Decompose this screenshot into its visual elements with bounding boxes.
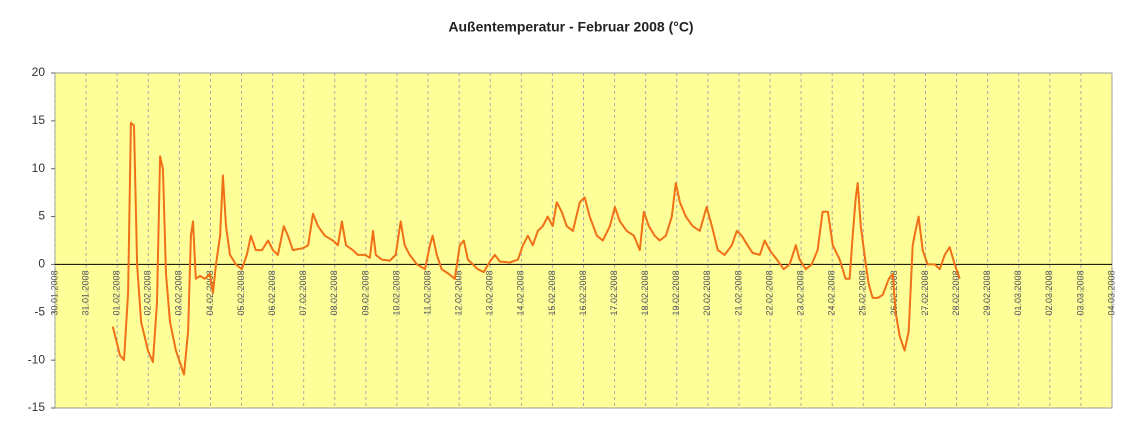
y-tick-label: 5 bbox=[38, 209, 45, 223]
x-tick-label: 09.02.2008 bbox=[360, 270, 370, 315]
x-tick-label: 14.02.2008 bbox=[516, 270, 526, 315]
x-tick-label: 01.03.2008 bbox=[1013, 270, 1023, 315]
x-tick-label: 31.01.2008 bbox=[80, 270, 90, 315]
temperature-line bbox=[111, 121, 961, 376]
x-tick-label: 11.02.2008 bbox=[422, 270, 432, 314]
x-tick-label: 19.02.2008 bbox=[671, 270, 681, 315]
chart-title: Außentemperatur - Februar 2008 (°C) bbox=[448, 19, 693, 35]
x-tick-label: 04.03.2008 bbox=[1106, 270, 1116, 315]
x-tick-label: 27.02.2008 bbox=[920, 270, 930, 315]
y-tick-label: -5 bbox=[34, 304, 45, 318]
x-tick-label: 29.02.2008 bbox=[982, 270, 992, 315]
x-tick-label: 22.02.2008 bbox=[764, 270, 774, 315]
y-tick-label: 0 bbox=[38, 257, 45, 271]
y-tick-label: 10 bbox=[32, 161, 46, 175]
x-tick-label: 30.01.2008 bbox=[49, 270, 59, 315]
y-tick-label: -10 bbox=[28, 352, 46, 366]
x-tick-label: 10.02.2008 bbox=[391, 270, 401, 315]
x-tick-label: 13.02.2008 bbox=[485, 270, 495, 315]
x-tick-label: 17.02.2008 bbox=[609, 270, 619, 315]
x-tick-label: 04.02.2008 bbox=[205, 270, 215, 315]
x-tick-label: 02.02.2008 bbox=[143, 270, 153, 315]
x-tick-label: 05.02.2008 bbox=[236, 270, 246, 315]
x-tick-label: 07.02.2008 bbox=[298, 270, 308, 315]
x-tick-label: 03.03.2008 bbox=[1075, 270, 1085, 315]
x-tick-label: 24.02.2008 bbox=[827, 270, 837, 315]
x-tick-label: 23.02.2008 bbox=[795, 270, 805, 315]
y-tick-label: 20 bbox=[32, 65, 46, 79]
x-tick-label: 25.02.2008 bbox=[858, 270, 868, 315]
x-tick-label: 18.02.2008 bbox=[640, 270, 650, 315]
x-tick-label: 20.02.2008 bbox=[702, 270, 712, 315]
x-tick-label: 01.02.2008 bbox=[112, 270, 122, 315]
x-tick-label: 21.02.2008 bbox=[733, 270, 743, 315]
x-tick-label: 02.03.2008 bbox=[1044, 270, 1054, 315]
y-tick-label: 15 bbox=[32, 113, 46, 127]
y-tick-label: -15 bbox=[28, 400, 46, 414]
x-tick-label: 12.02.2008 bbox=[454, 270, 464, 315]
x-tick-label: 03.02.2008 bbox=[174, 270, 184, 315]
x-tick-label: 06.02.2008 bbox=[267, 270, 277, 315]
x-tick-label: 16.02.2008 bbox=[578, 270, 588, 315]
x-tick-label: 15.02.2008 bbox=[547, 270, 557, 315]
x-tick-label: 28.02.2008 bbox=[951, 270, 961, 315]
x-tick-label: 08.02.2008 bbox=[329, 270, 339, 315]
